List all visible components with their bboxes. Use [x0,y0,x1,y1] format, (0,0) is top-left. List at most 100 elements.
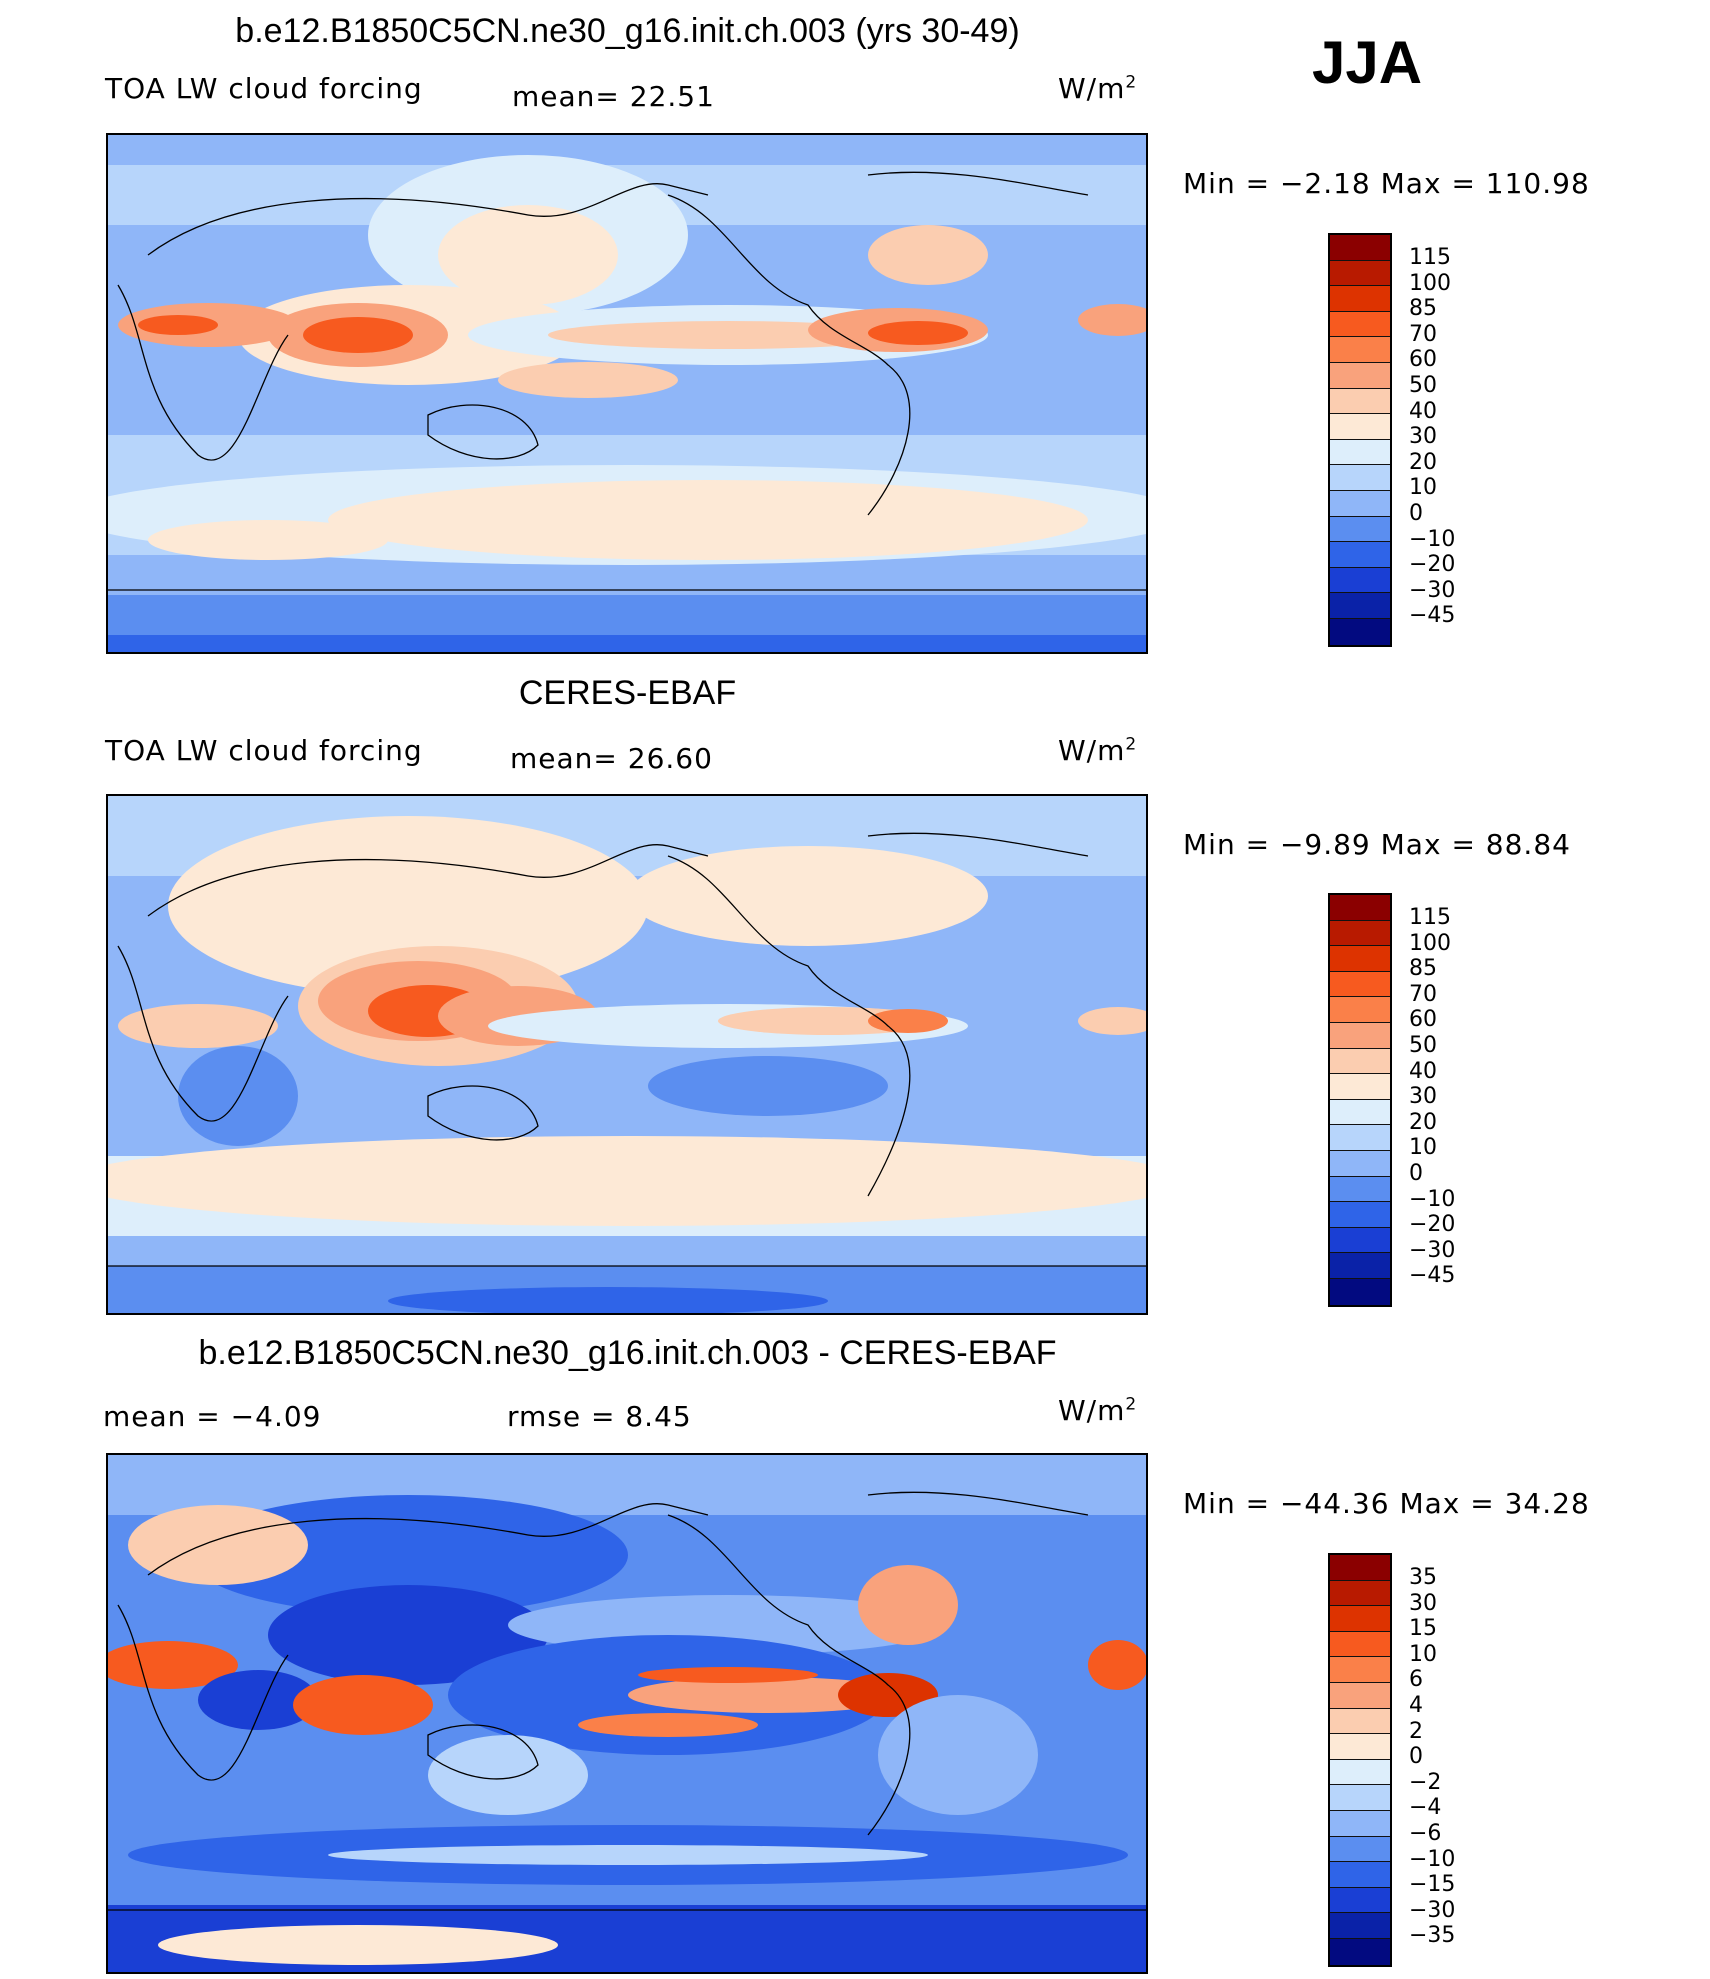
colorbar-swatch [1330,1810,1390,1837]
panel1-unit: W/m2 [1058,72,1138,105]
colorbar-swatch [1330,542,1390,568]
colorbar-swatch [1330,1176,1390,1203]
colorbar-tick-label: 2 [1409,1718,1423,1744]
colorbar-swatch [1330,414,1390,440]
colorbar-tick-label: 40 [1409,1058,1437,1084]
colorbar-tick-label: −15 [1409,1872,1456,1898]
colorbar-tick-label: 70 [1409,981,1437,1007]
colorbar-tick-label: −45 [1409,1263,1456,1289]
colorbar-swatch [1330,1938,1390,1965]
colorbar-tick-label: 15 [1409,1616,1437,1642]
colorbar-tick-label: −45 [1409,603,1456,629]
panel1-minmax: Min = −2.18 Max = 110.98 [1183,167,1590,200]
colorbar-tick-label: −10 [1409,526,1456,552]
colorbar-swatch [1330,1606,1390,1632]
panel2-minmax: Min = −9.89 Max = 88.84 [1183,828,1571,861]
panel2-field [108,796,1146,1313]
colorbar-tick-label: −30 [1409,1237,1456,1263]
panel2-mean: mean= 26.60 [510,742,713,775]
colorbar-tick-label: 70 [1409,321,1437,347]
colorbar-tick-label: −2 [1409,1769,1442,1795]
colorbar-swatch [1330,1253,1390,1279]
colorbar-tick-label: 60 [1409,347,1437,373]
colorbar-swatch [1330,997,1390,1023]
panel3-colorbar [1328,1553,1392,1967]
colorbar-swatch [1330,337,1390,363]
colorbar-swatch [1330,1074,1390,1100]
colorbar-tick-label: −6 [1409,1821,1442,1846]
colorbar-swatch [1330,1862,1390,1888]
colorbar-tick-label: 4 [1409,1693,1423,1718]
panel3-map [106,1453,1148,1974]
colorbar-swatch [1330,1682,1390,1709]
colorbar-tick-label: 10 [1409,1135,1437,1161]
colorbar-swatch [1330,895,1390,921]
colorbar-tick-label: 10 [1409,1641,1437,1667]
panel3-rmse: rmse = 8.45 [507,1400,692,1433]
season-label: JJA [1312,29,1423,96]
colorbar-tick-label: 0 [1409,1744,1423,1770]
colorbar-swatch [1330,1759,1390,1786]
colorbar-swatch [1330,362,1390,389]
colorbar-swatch [1330,465,1390,491]
colorbar-swatch [1330,971,1390,998]
panel1-colorbar [1328,233,1392,647]
colorbar-swatch [1330,618,1390,645]
panel2-variable-label: TOA LW cloud forcing [105,734,423,767]
colorbar-swatch [1330,920,1390,947]
panel2-unit: W/m2 [1058,734,1138,767]
colorbar-tick-label: 85 [1409,956,1437,982]
colorbar-tick-label: 50 [1409,373,1437,398]
panel3-unit: W/m2 [1058,1394,1138,1427]
colorbar-tick-label: 30 [1409,1084,1437,1110]
colorbar-swatch [1330,567,1390,594]
colorbar-swatch [1330,1555,1390,1581]
colorbar-swatch [1330,1734,1390,1760]
colorbar-swatch [1330,1150,1390,1177]
colorbar-swatch [1330,1099,1390,1126]
colorbar-tick-label: 85 [1409,296,1437,322]
colorbar-tick-label: 20 [1409,449,1437,475]
colorbar-tick-label: 100 [1409,270,1451,296]
colorbar-tick-label: −20 [1409,1212,1456,1238]
colorbar-tick-label: −30 [1409,1897,1456,1923]
colorbar-tick-label: −35 [1409,1923,1456,1949]
colorbar-swatch [1330,260,1390,287]
colorbar-swatch [1330,311,1390,338]
colorbar-swatch [1330,1048,1390,1075]
colorbar-swatch [1330,593,1390,619]
colorbar-swatch [1330,1657,1390,1683]
colorbar-tick-label: 6 [1409,1667,1423,1693]
colorbar-tick-label: 30 [1409,1590,1437,1616]
colorbar-tick-label: −10 [1409,1846,1456,1872]
colorbar-tick-label: −20 [1409,552,1456,578]
colorbar-swatch [1330,1708,1390,1735]
colorbar-swatch [1330,1022,1390,1049]
colorbar-swatch [1330,439,1390,466]
colorbar-swatch [1330,388,1390,415]
panel2-map [106,794,1148,1315]
colorbar-tick-label: −4 [1409,1795,1442,1821]
colorbar-tick-label: 10 [1409,475,1437,501]
colorbar-tick-label: 60 [1409,1007,1437,1033]
colorbar-swatch [1330,1785,1390,1811]
colorbar-swatch [1330,946,1390,972]
colorbar-swatch [1330,1913,1390,1939]
panel2-title: CERES-EBAF [518,674,737,712]
panel1-variable-label: TOA LW cloud forcing [105,72,423,105]
colorbar-swatch [1330,490,1390,517]
panel1-map [106,133,1148,654]
colorbar-swatch [1330,1227,1390,1254]
colorbar-swatch [1330,235,1390,261]
colorbar-swatch [1330,1202,1390,1228]
colorbar-tick-label: 50 [1409,1033,1437,1058]
colorbar-tick-label: 0 [1409,1161,1423,1186]
colorbar-tick-label: 35 [1409,1565,1437,1590]
panel3-title: b.e12.B1850C5CN.ne30_g16.init.ch.003 - C… [198,1334,1057,1372]
colorbar-swatch [1330,516,1390,543]
colorbar-tick-label: 115 [1409,905,1451,930]
colorbar-swatch [1330,1580,1390,1607]
colorbar-tick-label: 100 [1409,930,1451,956]
panel1-field [108,135,1146,652]
colorbar-tick-label: −30 [1409,577,1456,603]
